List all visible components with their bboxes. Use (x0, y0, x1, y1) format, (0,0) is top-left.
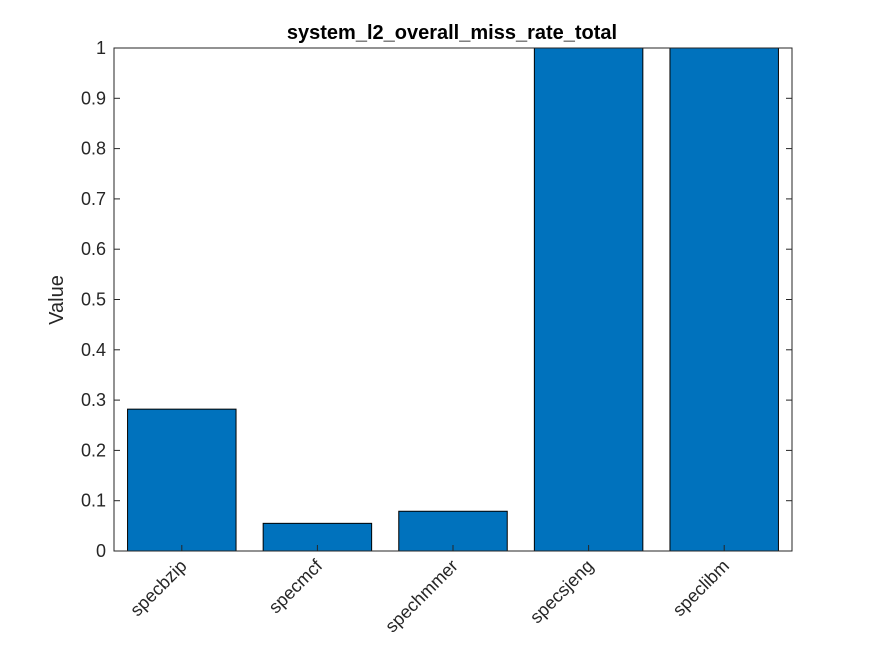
x-tick-label: specbzip (126, 556, 190, 620)
y-tick-label: 0.2 (81, 440, 106, 460)
y-axis-label: Value (46, 275, 68, 325)
x-tick-label: specmcf (265, 555, 327, 617)
y-tick-label: 0.7 (81, 189, 106, 209)
x-ticks-group: specbzip specmcf spechmmer specsjeng speclib… (126, 545, 733, 636)
y-tick-label: 0.4 (81, 340, 106, 360)
x-tick-label: speclibm (669, 556, 733, 620)
chart-title: system_l2_overall_miss_rate_total (287, 22, 617, 44)
y-tick-label: 0.8 (81, 139, 106, 159)
x-tick-label: spechmmer (381, 556, 462, 637)
y-tick-label: 0.5 (81, 290, 106, 310)
y-tick-label: 0.1 (81, 491, 106, 511)
bar-spechmmer (398, 510, 508, 552)
bars-group (127, 47, 779, 552)
y-tick-label: 0 (96, 541, 106, 561)
bar-specbzip (127, 408, 237, 552)
y-tick-label: 0.3 (81, 390, 106, 410)
bar-specsjeng (533, 47, 644, 552)
bar-speclibm (669, 47, 779, 552)
y-tick-label: 1 (96, 38, 106, 58)
y-tick-label: 0.9 (81, 88, 106, 108)
x-tick-label: specsjeng (526, 556, 597, 627)
y-tick-label: 0.6 (81, 239, 106, 259)
y-ticks-group: 0 0.1 0.2 0.3 0.4 0.5 0.6 0.7 0.8 0.9 1 (81, 38, 792, 561)
